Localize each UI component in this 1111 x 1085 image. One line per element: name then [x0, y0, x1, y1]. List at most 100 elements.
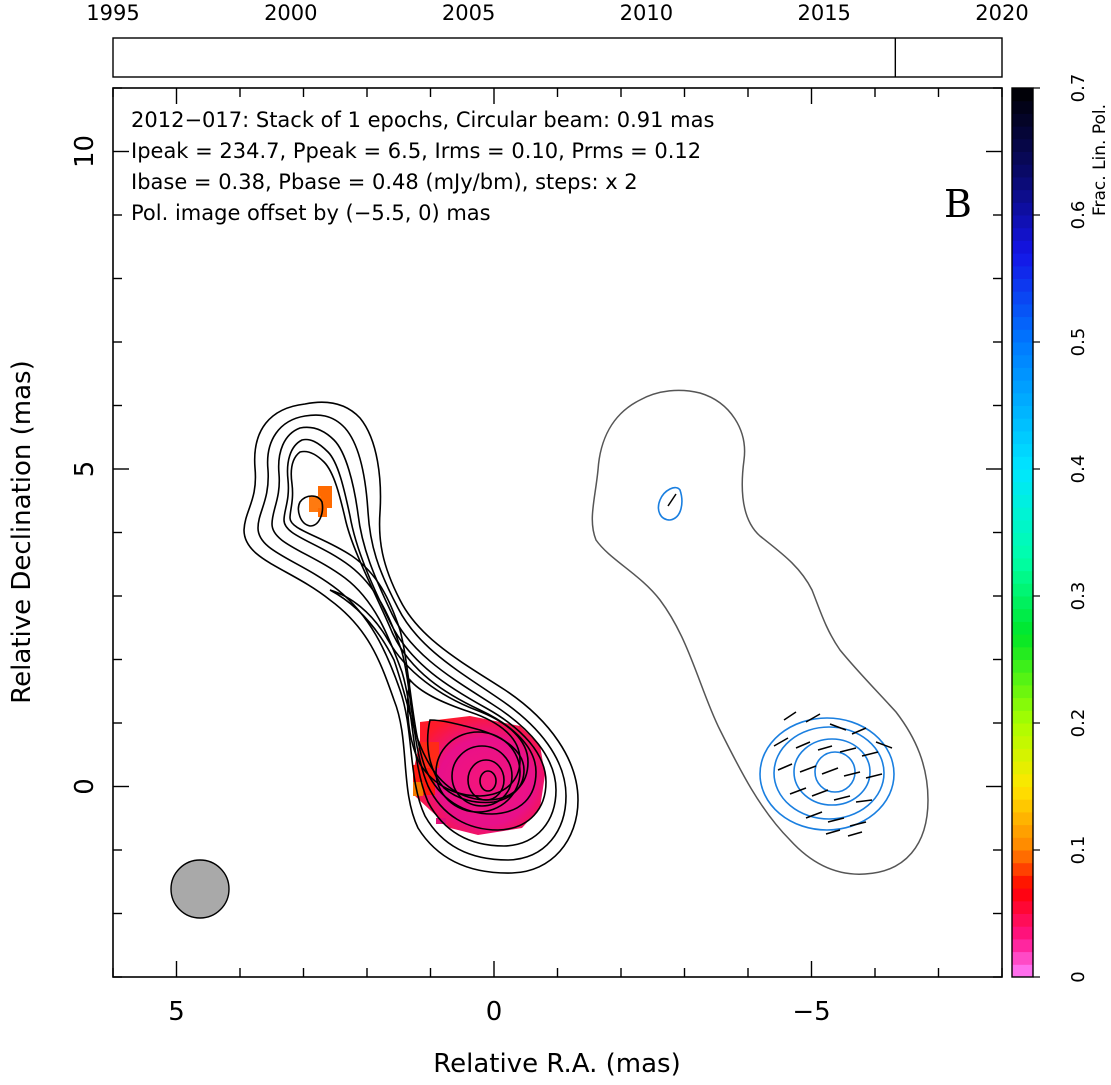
timeline-tick-label: 2000 [264, 1, 317, 25]
colorbar-cell [1012, 342, 1033, 356]
colorbar-tick-label: 0.3 [1068, 582, 1089, 611]
evpa-vectors [667, 493, 893, 837]
colorbar-cell [1012, 938, 1033, 953]
colorbar-cell [1012, 557, 1033, 572]
colorbar-cell [1012, 494, 1033, 508]
colorbar-cell [1012, 405, 1033, 419]
restoring-beam [170, 859, 230, 919]
colorbar-cell [1012, 430, 1033, 445]
colorbar-cell [1012, 100, 1033, 114]
colorbar-cell [1012, 837, 1033, 851]
colorbar-cell [1012, 164, 1033, 178]
evpa-vector [875, 741, 893, 749]
colorbar: 0 0.1 0.2 0.3 0.4 0.5 0.6 0.7 Frac. Lin. Pol. [1011, 74, 1110, 983]
colorbar-cell [1012, 862, 1033, 876]
evpa-vector [839, 747, 857, 753]
colorbar-cell [1012, 875, 1033, 889]
colorbar-cell [1012, 824, 1033, 838]
colorbar-cell [1012, 418, 1033, 432]
evpa-vector [773, 737, 789, 747]
evpa-vector [795, 741, 811, 749]
colorbar-cell [1012, 710, 1033, 724]
colorbar-cell [1012, 507, 1033, 521]
axis-ticks [112, 87, 1003, 978]
colorbar-cell [1012, 329, 1033, 343]
evpa-vector [821, 767, 839, 775]
colorbar-cell [1012, 253, 1033, 267]
evpa-vector [865, 773, 883, 779]
colorbar-cell [1012, 380, 1033, 394]
y-tick-label: 5 [70, 461, 100, 478]
timeline-tick-label: 2005 [442, 1, 495, 25]
colorbar-cell [1012, 265, 1033, 279]
colorbar-cell [1012, 799, 1033, 813]
colorbar-cell [1012, 240, 1033, 254]
colorbar-cell [1012, 659, 1033, 673]
colorbar-cell [1012, 786, 1033, 800]
colorbar-cell [1012, 811, 1033, 826]
colorbar-cell [1012, 202, 1033, 216]
colorbar-cell [1012, 735, 1033, 749]
colorbar-tick-label: 0.2 [1068, 709, 1089, 738]
timeline-tick-label: 2020 [975, 1, 1028, 25]
evpa-vector [783, 711, 797, 721]
evpa-vector [667, 493, 677, 507]
colorbar-cell [1012, 646, 1033, 660]
panel-letter: B [944, 182, 972, 226]
colorbar-cell [1012, 583, 1033, 597]
colorbar-cell [1012, 964, 1033, 978]
colorbar-tick-label: 0.6 [1068, 201, 1089, 230]
colorbar-cell [1012, 621, 1033, 635]
evpa-vector [777, 763, 793, 771]
colorbar-cell [1012, 392, 1033, 406]
colorbar-tick-label: 0 [1068, 971, 1089, 982]
y-tick-label: 0 [70, 778, 100, 795]
colorbar-cell [1012, 672, 1033, 686]
colorbar-cell [1012, 545, 1033, 559]
evpa-vector [843, 771, 861, 777]
colorbar-cell [1012, 888, 1033, 902]
y-axis-title: Relative Declination (mas) [7, 360, 37, 703]
colorbar-cell [1012, 723, 1033, 737]
colorbar-cell [1012, 469, 1033, 483]
colorbar-cell [1012, 189, 1033, 203]
annotation-line-1: 2012−017: Stack of 1 epochs, Circular be… [131, 108, 714, 132]
colorbar-cell [1012, 596, 1033, 610]
colorbar-cell [1012, 532, 1033, 546]
colorbar-tick-label: 0.5 [1068, 328, 1089, 357]
colorbar-cell [1012, 697, 1033, 711]
polarized-intensity-contours [657, 486, 895, 831]
colorbar-cell [1012, 570, 1033, 584]
x-tick-label: 5 [168, 997, 185, 1027]
evpa-vector [847, 831, 863, 837]
timeline-tick-label: 2010 [620, 1, 673, 25]
colorbar-cell [1012, 88, 1033, 102]
colorbar-cell [1012, 443, 1033, 457]
evpa-vector [827, 817, 845, 823]
y-tick-label: 10 [70, 135, 100, 168]
colorbar-tick-label: 0.7 [1068, 74, 1089, 103]
colorbar-cell [1012, 291, 1033, 305]
colorbar-tick-label: 0.4 [1068, 455, 1089, 484]
colorbar-cell [1012, 227, 1033, 241]
x-tick-label: −5 [792, 997, 830, 1027]
colorbar-cell [1012, 634, 1033, 648]
evpa-vector [799, 765, 817, 773]
colorbar-cell [1012, 748, 1033, 762]
epoch-timeline: 1995 2000 2005 2010 2015 2020 [86, 1, 1029, 78]
x-axis-title: Relative R.A. (mas) [433, 1049, 680, 1079]
colorbar-cell [1012, 926, 1033, 940]
evpa-vector [811, 789, 829, 797]
map-panel: 5 0 −5 0 5 10 2012−017: Stack of 1 epochs, Ci… [7, 87, 1003, 1079]
x-tick-label: 0 [486, 997, 503, 1027]
evpa-vector [833, 795, 851, 801]
pol-outer-contour [591, 389, 929, 875]
evpa-vector [861, 751, 879, 757]
colorbar-cell [1012, 176, 1033, 191]
colorbar-title: Frac. Lin. Pol. [1090, 104, 1110, 216]
colorbar-cell [1012, 519, 1033, 533]
colorbar-cell [1012, 951, 1033, 965]
evpa-vector [805, 713, 821, 723]
evpa-vector [805, 811, 823, 819]
annotation-line-3: Ibase = 0.38, Pbase = 0.48 (mJy/bm), ste… [131, 170, 638, 194]
